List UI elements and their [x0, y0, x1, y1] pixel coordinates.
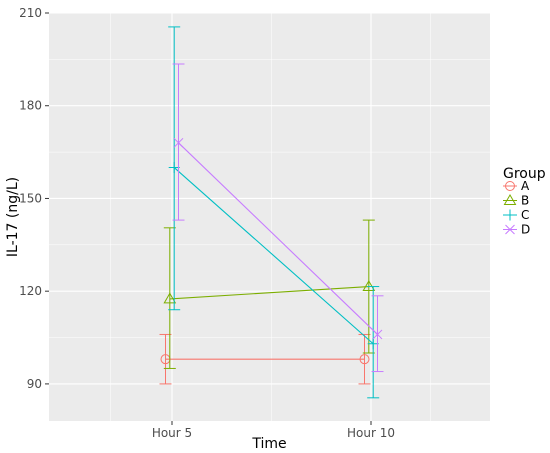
series-line: [178, 142, 378, 335]
data-point: [367, 338, 379, 350]
x-tick-label: Hour 10: [347, 426, 395, 440]
data-point: [173, 137, 184, 148]
x-tick-label: Hour 5: [152, 426, 192, 440]
series-line: [169, 285, 369, 300]
y-tick-label: 120: [19, 284, 42, 298]
y-tick-label: 180: [19, 99, 42, 113]
legend-label-C: C: [521, 208, 529, 222]
y-axis: 90 120 150 180 210: [19, 6, 49, 391]
series-layer: [159, 26, 384, 399]
data-point: [362, 280, 376, 292]
data-point: [372, 329, 383, 340]
y-tick-label: 210: [19, 6, 42, 20]
y-tick-label: 90: [27, 377, 42, 391]
plot-panel: [49, 13, 490, 421]
grid-minor: [49, 13, 490, 421]
series-line: [173, 167, 374, 345]
legend-title: Group: [503, 166, 546, 182]
data-point: [168, 162, 180, 174]
series-C: [168, 26, 380, 399]
x-axis-title: Time: [251, 436, 286, 452]
x-axis: Hour 5 Hour 10: [152, 421, 395, 440]
legend-label-B: B: [521, 194, 529, 208]
data-point: [359, 354, 370, 365]
legend-label-D: D: [521, 223, 530, 237]
legend-label-A: A: [521, 179, 530, 193]
y-tick-label: 150: [19, 191, 42, 205]
series-D: [172, 63, 384, 373]
legend-key-B: [503, 194, 517, 205]
y-axis-title: IL-17 (ng/L): [5, 177, 21, 257]
data-point: [163, 292, 177, 304]
